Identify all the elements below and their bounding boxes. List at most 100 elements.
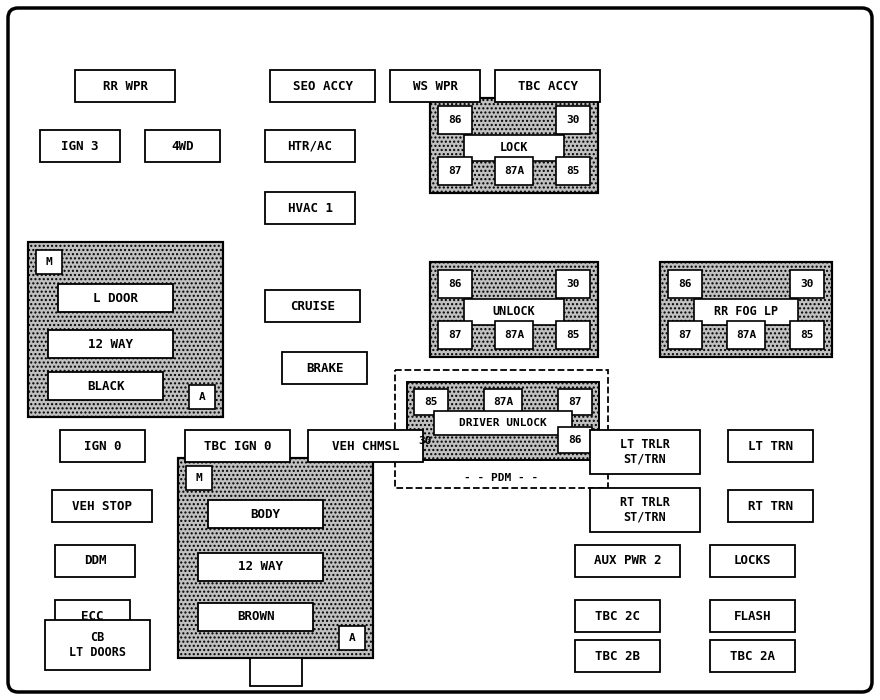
- Bar: [265, 290, 360, 322]
- Bar: [55, 600, 130, 632]
- Bar: [45, 620, 150, 670]
- Bar: [556, 157, 590, 185]
- Bar: [178, 458, 373, 658]
- Bar: [495, 70, 600, 102]
- Text: UNLOCK: UNLOCK: [493, 305, 535, 318]
- Bar: [556, 106, 590, 134]
- Bar: [464, 134, 564, 160]
- Text: LT TRN: LT TRN: [748, 440, 793, 452]
- Text: RT TRLR
ST/TRN: RT TRLR ST/TRN: [620, 496, 670, 524]
- Text: M: M: [46, 257, 53, 267]
- Text: DDM: DDM: [84, 554, 106, 568]
- Bar: [28, 242, 223, 417]
- Text: 85: 85: [424, 397, 437, 407]
- Bar: [270, 70, 375, 102]
- Text: IGN 0: IGN 0: [84, 440, 121, 452]
- Text: VEH CHMSL: VEH CHMSL: [332, 440, 400, 452]
- Text: RR FOG LP: RR FOG LP: [714, 305, 778, 318]
- Bar: [265, 130, 355, 162]
- Bar: [208, 500, 323, 528]
- Text: TBC 2C: TBC 2C: [595, 610, 640, 622]
- Text: TBC ACCY: TBC ACCY: [517, 80, 577, 92]
- Bar: [198, 603, 313, 631]
- Text: RR WPR: RR WPR: [102, 80, 148, 92]
- Text: 30: 30: [418, 436, 431, 446]
- Text: AUX PWR 2: AUX PWR 2: [594, 554, 661, 568]
- Bar: [414, 389, 448, 415]
- Bar: [198, 553, 323, 581]
- Bar: [395, 370, 608, 488]
- Text: VEH STOP: VEH STOP: [72, 500, 132, 512]
- Text: A: A: [348, 633, 356, 643]
- Bar: [728, 490, 813, 522]
- Bar: [790, 321, 824, 349]
- Text: 87: 87: [568, 397, 582, 407]
- Text: LT TRLR
ST/TRN: LT TRLR ST/TRN: [620, 438, 670, 466]
- Bar: [308, 430, 423, 462]
- Text: TBC IGN 0: TBC IGN 0: [204, 440, 271, 452]
- Text: FLASH: FLASH: [734, 610, 771, 622]
- Text: 85: 85: [566, 330, 580, 340]
- Bar: [48, 372, 163, 400]
- Text: 30: 30: [800, 279, 814, 289]
- Text: 87: 87: [678, 330, 692, 340]
- Bar: [28, 242, 223, 417]
- Bar: [558, 389, 592, 415]
- Text: 86: 86: [678, 279, 692, 289]
- Bar: [438, 157, 472, 185]
- Bar: [495, 321, 533, 349]
- Bar: [36, 250, 62, 274]
- Text: HTR/AC: HTR/AC: [288, 139, 333, 153]
- Text: M: M: [195, 473, 202, 483]
- Bar: [145, 130, 220, 162]
- Text: BRAKE: BRAKE: [305, 361, 343, 374]
- Text: 86: 86: [448, 279, 462, 289]
- Bar: [438, 270, 472, 298]
- Bar: [575, 545, 680, 577]
- Text: 87A: 87A: [493, 397, 513, 407]
- Bar: [590, 430, 700, 474]
- Bar: [40, 130, 120, 162]
- Bar: [434, 411, 572, 435]
- Bar: [178, 458, 373, 658]
- Bar: [189, 385, 215, 409]
- Text: IGN 3: IGN 3: [62, 139, 99, 153]
- Bar: [58, 284, 173, 312]
- Text: 30: 30: [566, 279, 580, 289]
- Bar: [558, 427, 592, 453]
- Bar: [339, 626, 365, 650]
- Bar: [710, 600, 795, 632]
- Text: 4WD: 4WD: [172, 139, 194, 153]
- Bar: [407, 382, 599, 460]
- Text: 87: 87: [448, 166, 462, 176]
- Text: 87A: 87A: [504, 166, 524, 176]
- Text: 87A: 87A: [736, 330, 756, 340]
- Text: - - PDM - -: - - PDM - -: [465, 473, 539, 483]
- Text: 30: 30: [566, 115, 580, 125]
- Bar: [668, 270, 702, 298]
- Bar: [575, 640, 660, 672]
- Bar: [728, 430, 813, 462]
- Text: 86: 86: [568, 435, 582, 445]
- Bar: [430, 98, 598, 193]
- Bar: [186, 466, 212, 490]
- Text: RT TRN: RT TRN: [748, 500, 793, 512]
- Text: BODY: BODY: [251, 508, 281, 521]
- Bar: [282, 352, 367, 384]
- Text: DRIVER UNLOCK: DRIVER UNLOCK: [459, 418, 546, 428]
- Text: 85: 85: [566, 166, 580, 176]
- Text: CRUISE: CRUISE: [290, 300, 335, 312]
- Bar: [495, 157, 533, 185]
- Bar: [407, 382, 599, 460]
- Bar: [438, 321, 472, 349]
- Bar: [52, 490, 152, 522]
- Bar: [790, 270, 824, 298]
- Bar: [556, 270, 590, 298]
- Text: 85: 85: [800, 330, 814, 340]
- Text: LOCKS: LOCKS: [734, 554, 771, 568]
- Text: TBC 2B: TBC 2B: [595, 650, 640, 662]
- Text: TBC 2A: TBC 2A: [730, 650, 775, 662]
- Text: BROWN: BROWN: [237, 610, 275, 624]
- Text: 12 WAY: 12 WAY: [238, 561, 283, 573]
- Bar: [710, 545, 795, 577]
